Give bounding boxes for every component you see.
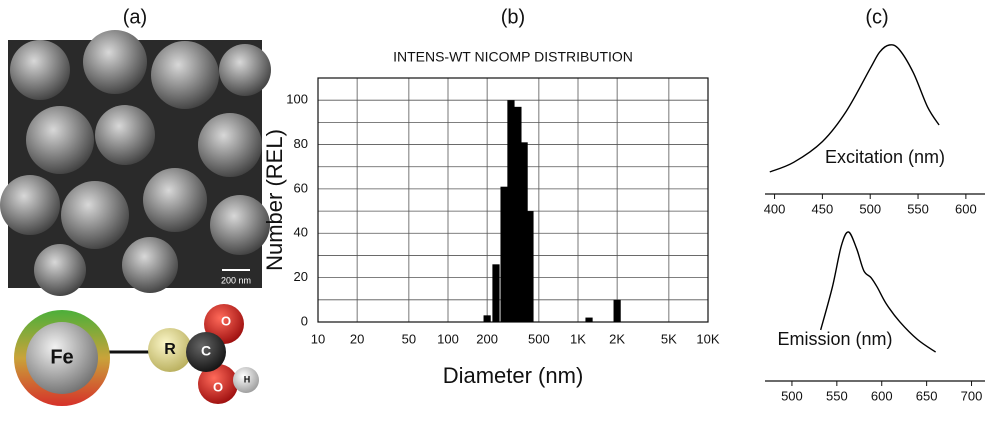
x-tick-label: 50 bbox=[402, 331, 416, 346]
bar bbox=[514, 106, 522, 322]
x-axis-label: Excitation (nm) bbox=[825, 147, 945, 167]
bar bbox=[507, 100, 515, 322]
y-axis-label: Number (REL) bbox=[262, 129, 287, 271]
x-tick-label: 500 bbox=[528, 331, 550, 346]
x-tick-label: 500 bbox=[859, 201, 881, 216]
x-tick-label: 700 bbox=[961, 388, 983, 403]
bar bbox=[500, 186, 508, 322]
bar bbox=[492, 264, 500, 322]
x-tick-label: 2K bbox=[609, 331, 625, 346]
x-tick-label: 500 bbox=[781, 388, 803, 403]
bar bbox=[613, 299, 621, 322]
atom-label: R bbox=[164, 341, 176, 358]
x-tick-label: 450 bbox=[812, 201, 834, 216]
y-tick-label: 40 bbox=[294, 225, 308, 240]
panel-label: (b) bbox=[501, 6, 525, 28]
x-tick-label: 400 bbox=[764, 201, 786, 216]
atom-label: Fe bbox=[50, 346, 73, 368]
x-tick-label: 1K bbox=[570, 331, 586, 346]
sem-image: 200 nm bbox=[0, 30, 271, 296]
x-axis-label: Diameter (nm) bbox=[443, 363, 584, 388]
panel-label: (c) bbox=[865, 6, 888, 28]
chart-title: INTENS-WT NICOMP DISTRIBUTION bbox=[393, 49, 633, 65]
bar bbox=[483, 315, 491, 322]
y-tick-label: 0 bbox=[301, 313, 308, 328]
x-tick-label: 100 bbox=[437, 331, 459, 346]
atom-label: O bbox=[221, 313, 231, 328]
x-tick-label: 600 bbox=[955, 201, 977, 216]
x-tick-label: 10K bbox=[696, 331, 719, 346]
bar bbox=[520, 142, 528, 322]
x-tick-label: 650 bbox=[916, 388, 938, 403]
atom-label: H bbox=[244, 374, 251, 384]
x-tick-label: 200 bbox=[476, 331, 498, 346]
x-tick-label: 5K bbox=[661, 331, 677, 346]
x-tick-label: 10 bbox=[311, 331, 325, 346]
bar bbox=[585, 317, 593, 322]
spectrum-line bbox=[769, 44, 940, 173]
scale-bar-label: 200 nm bbox=[221, 275, 251, 285]
y-tick-label: 20 bbox=[294, 269, 308, 284]
x-tick-label: 550 bbox=[907, 201, 929, 216]
molecule: Fe R C O O H bbox=[14, 304, 259, 406]
x-tick-label: 550 bbox=[826, 388, 848, 403]
atom-label: O bbox=[213, 379, 223, 394]
bar bbox=[526, 211, 534, 322]
y-tick-label: 80 bbox=[294, 136, 308, 151]
panel-label: (a) bbox=[123, 6, 147, 28]
atom-label: C bbox=[201, 343, 211, 359]
y-tick-label: 60 bbox=[294, 180, 308, 195]
y-tick-label: 100 bbox=[286, 92, 308, 107]
x-tick-label: 600 bbox=[871, 388, 893, 403]
spectrum-line bbox=[819, 231, 937, 353]
x-axis-label: Emission (nm) bbox=[777, 329, 892, 349]
x-tick-label: 20 bbox=[350, 331, 364, 346]
